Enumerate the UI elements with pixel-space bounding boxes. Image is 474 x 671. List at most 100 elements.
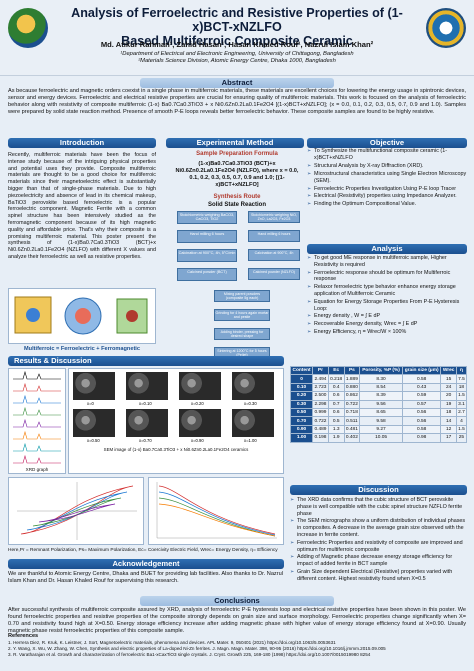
route-title: Synthesis Route <box>213 194 261 200</box>
table-cell: 0.43 <box>401 382 442 393</box>
table-cell: 1.5 <box>455 424 468 435</box>
conclusions-heading: Conclusions <box>140 596 334 606</box>
acknowledgement-text: We are thankful to Atomic Energy Centre,… <box>8 571 283 584</box>
table-cell: 1.5 <box>455 391 468 401</box>
flow-right-2: Hand milling 6 hours <box>248 230 300 242</box>
table-cell: 12 <box>440 424 457 435</box>
table-row-label: 1.00 <box>289 433 314 443</box>
objective-item: Finding the Optimum Compositional Value. <box>307 201 467 208</box>
table-row-label: 0.70 <box>289 416 314 426</box>
xrd-caption: XRD graph <box>25 467 49 472</box>
table-cell: 18 <box>440 407 457 418</box>
table-cell: 0.58 <box>401 424 442 435</box>
table-cell: 0.6 <box>327 407 345 418</box>
sem-image-x010 <box>126 372 168 400</box>
table-cell: 0.489 <box>312 424 329 435</box>
results-table: Content Pr Ec Ps Porosity, %P (%) grain … <box>289 365 468 443</box>
analysis-item: Relaxor ferroelectric type behavior enha… <box>307 284 467 298</box>
results-heading: Results & Discussion <box>8 356 284 366</box>
table-cell: 4 <box>455 416 468 426</box>
analysis-item: To get good ME response in multiferroic … <box>307 255 467 269</box>
prep-formula: (1-x)Ba0.7Ca0.3TiO3 (BCT)+x Ni0.6Zn0.2La… <box>175 161 299 188</box>
analysis-item: Ferroelectric response should be optimum… <box>307 270 467 284</box>
table-cell: 1.9 <box>327 433 345 443</box>
table-row: 0.30 2.298 0.7 0.722 9.56 0.57 19 3.1 <box>289 399 468 409</box>
conclusions-text: After successful synthesis of multiferro… <box>8 607 466 634</box>
affiliation-1: ¹Department of Electrical and Electronic… <box>120 51 354 57</box>
flow-left-1: Stoichiometric weighing BaCO3, CaCO3, Ti… <box>177 211 237 224</box>
poster-title: Analysis of Ferroelectric and Resistive … <box>52 6 422 48</box>
table-header: Ps <box>343 365 361 376</box>
objective-list: To Synthesize the multifunctional compos… <box>307 148 467 209</box>
table-row: 0 2.494 0.218 1.889 8.30 0.58 15 7.5 <box>289 374 468 384</box>
sem-image-x100 <box>232 409 274 437</box>
table-cell: 8.65 <box>359 407 403 418</box>
table-cell: 25 <box>455 433 468 443</box>
table-row: 0.50 0.999 0.6 0.718 8.65 0.56 18 2.7 <box>289 407 468 418</box>
university-logo <box>8 8 48 48</box>
sem-label: x=0.50 <box>87 438 100 443</box>
analysis-item: Energy density , W = ∫ E dP <box>307 313 467 320</box>
table-row: 0.20 2.500 0.6 0.862 8.39 0.59 20 1.5 <box>289 391 468 401</box>
introduction-text: Recently, multiferroic materials have be… <box>8 152 156 260</box>
references-heading: References <box>8 633 39 639</box>
sem-image-x030 <box>232 372 274 400</box>
table-cell: 0.999 <box>312 407 329 418</box>
table-cell: 2.723 <box>312 382 329 393</box>
table-cell: 8.54 <box>359 382 403 393</box>
table-body: 0 2.494 0.218 1.889 8.30 0.58 15 7.5 0.10 2.723 0.… <box>289 374 468 443</box>
table-cell: 0.862 <box>343 391 361 401</box>
route-subtitle: Solid State Reaction <box>207 202 266 208</box>
table-header: Ec <box>327 365 345 376</box>
multiferroic-illustration <box>8 288 156 344</box>
table-cell: 0.5 <box>327 416 345 426</box>
table-cell: 0.722 <box>343 399 361 409</box>
sem-label: x=0.70 <box>139 438 152 443</box>
table-cell: 0.218 <box>327 374 345 384</box>
experimental-heading: Experimental Method <box>166 138 304 148</box>
table-cell: 7.5 <box>455 374 468 384</box>
discussion-item: Adding of Magnetic phase decrease energy… <box>290 554 466 568</box>
multiferroic-caption: Multiferroic = Ferroelectric + Ferromagn… <box>24 346 140 352</box>
objective-item: Electrical (Resistivity) properties usin… <box>307 193 467 200</box>
table-cell: 14 <box>440 416 457 426</box>
table-cell: 0.198 <box>312 433 329 443</box>
objective-item: To Synthesize the multifunctional compos… <box>307 148 467 162</box>
table-cell: 0.56 <box>401 416 442 426</box>
table-cell: 0.880 <box>343 382 361 393</box>
discussion-item: The SEM micrographs show a uniform distr… <box>290 518 466 538</box>
table-cell: 9.56 <box>359 399 403 409</box>
objective-item: Microstructural characteristics using Si… <box>307 171 467 185</box>
table-cell: 0.6 <box>327 391 345 401</box>
table-cell: 15 <box>440 374 457 384</box>
table-cell: 8.39 <box>359 391 403 401</box>
table-row: 0.10 2.723 0.4 0.880 8.54 0.43 24 18 <box>289 382 468 393</box>
discussion-item: Ferroelectric Properties and resistivity… <box>290 540 466 554</box>
table-cell: 2.298 <box>312 399 329 409</box>
flow-right-4: Calcined powder (NZLFO) <box>248 268 300 280</box>
table-row: 0.90 0.489 1.3 0.481 9.27 0.58 12 1.5 <box>289 424 468 435</box>
table-row-label: 0.10 <box>289 382 314 393</box>
table-cell: 0.511 <box>343 416 361 426</box>
sem-image-x020 <box>179 372 221 400</box>
flow-left-4: Calcined powder (BCT) <box>177 268 237 281</box>
analysis-list: To get good ME response in multiferroic … <box>307 255 467 337</box>
objective-heading: Objective <box>307 138 467 148</box>
table-row-label: 0.20 <box>289 391 314 401</box>
table-row: 1.00 0.198 1.9 0.402 10.05 0.98 17 25 <box>289 433 468 443</box>
table-cell: 0.7 <box>327 399 345 409</box>
table-cell: 0.98 <box>401 433 442 443</box>
table-cell: 0.58 <box>401 374 442 384</box>
table-cell: 0.402 <box>343 433 361 443</box>
table-header: grain size (μm) <box>401 365 442 376</box>
aec-logo <box>426 8 466 48</box>
analysis-heading: Analysis <box>307 244 467 254</box>
flow-left-2: Hand milling 6 hours <box>177 230 237 243</box>
flow-left-3: Calcination at 900°C, 4h, 5°C/min <box>177 249 237 262</box>
introduction-heading: Introduction <box>8 138 156 148</box>
acknowledgement-heading: Acknowledgement <box>8 559 284 569</box>
reference-item: 2. Y. Wang, X. Wu, W. Zhang, W. Chen, Sy… <box>8 646 386 651</box>
table-row-label: 0.50 <box>289 407 314 418</box>
table-header: Content <box>289 365 314 376</box>
table-cell: 0.57 <box>401 399 442 409</box>
